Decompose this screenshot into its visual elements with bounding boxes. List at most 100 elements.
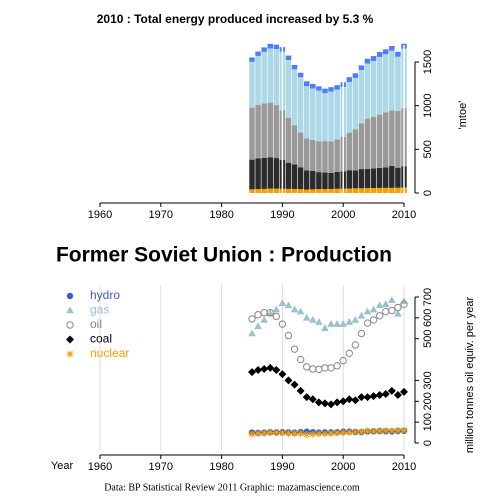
bar-segment (267, 188, 273, 193)
bar-segment (370, 56, 377, 61)
bar-segment (389, 166, 395, 188)
point (284, 331, 293, 340)
bar-segment (285, 60, 292, 118)
bar-segment (316, 189, 322, 193)
bar-segment (285, 162, 292, 189)
bar-segment (303, 170, 310, 190)
legend-label: coal (90, 332, 112, 346)
point (290, 345, 299, 353)
point (351, 396, 360, 405)
bar-segment (316, 86, 322, 91)
point (320, 399, 329, 408)
bar-segment (261, 47, 267, 52)
bar-segment (383, 49, 389, 55)
bar-segment (328, 172, 334, 189)
point (369, 305, 378, 313)
bar-segment (364, 63, 371, 119)
bar-segment (310, 83, 316, 89)
point (296, 386, 305, 395)
point (302, 313, 311, 321)
point (278, 429, 286, 437)
point (370, 427, 378, 435)
point (278, 299, 287, 307)
point (394, 426, 402, 434)
y-tick-label: 1000 (422, 93, 434, 117)
bar-segment (261, 103, 267, 158)
point (381, 300, 390, 308)
bar-segment (358, 69, 365, 124)
bar-segment (322, 189, 328, 193)
bar-segment (285, 55, 292, 61)
point (388, 306, 396, 315)
bar-segment (352, 170, 359, 189)
bar-segment (297, 72, 304, 78)
bar-segment (297, 189, 304, 193)
point (308, 395, 317, 404)
bar-segment (267, 48, 273, 103)
point (357, 329, 366, 338)
overlay-layer (99, 45, 405, 193)
point (296, 355, 305, 364)
x-tick-label: 1970 (149, 209, 173, 221)
bar-segment (352, 77, 359, 130)
point (376, 427, 384, 435)
point (278, 320, 287, 328)
point (345, 395, 354, 404)
point (364, 427, 372, 435)
bar-segment (358, 188, 365, 193)
bar-segment (346, 188, 353, 193)
bar-segment (358, 169, 365, 189)
bar-segment (352, 73, 359, 78)
y-tick-label: 200 (422, 392, 434, 410)
bar-segment (261, 188, 267, 193)
bar-segment (316, 172, 322, 190)
point (375, 301, 384, 309)
bar-segment (303, 189, 310, 193)
bar-segment (370, 188, 377, 193)
source-note: Data: BP Statistical Review 2011 Graphic… (104, 482, 360, 493)
bar-segment (395, 110, 401, 168)
bar-segment (273, 105, 280, 159)
bar-segment (316, 141, 322, 173)
bar-segment (383, 167, 389, 188)
point (351, 315, 360, 323)
point (266, 429, 274, 437)
point (400, 297, 408, 304)
point (309, 365, 317, 373)
bar-segment (334, 171, 340, 189)
bar-segment (383, 54, 389, 113)
bar-segment (255, 104, 261, 159)
point (290, 305, 299, 313)
bar-segment (376, 56, 383, 115)
bar-segment (334, 188, 340, 193)
bar-segment (364, 118, 371, 169)
bar-segment (291, 64, 298, 70)
point (327, 320, 335, 327)
bar-segment (297, 167, 304, 190)
point (327, 400, 336, 409)
bar-segment (316, 90, 322, 142)
point (315, 430, 323, 438)
x-tick-label: 1980 (209, 209, 233, 221)
bar-segment (376, 114, 383, 168)
point (260, 315, 268, 323)
bar-segment (310, 139, 316, 171)
bar-segment (352, 129, 359, 171)
bar-segment (273, 44, 280, 50)
bar-segment (249, 159, 255, 190)
bar-segment (328, 91, 334, 142)
point (309, 430, 317, 438)
point (260, 429, 268, 437)
bar-segment (273, 49, 280, 106)
bar-segment (334, 139, 340, 172)
bar-segment (389, 187, 395, 193)
bar-segment (395, 56, 401, 111)
point (296, 307, 305, 315)
bar-segment (261, 51, 267, 104)
point (260, 364, 269, 373)
point (290, 380, 299, 389)
x-tick-label: 2000 (331, 461, 355, 473)
point (284, 429, 292, 437)
point (339, 397, 348, 406)
